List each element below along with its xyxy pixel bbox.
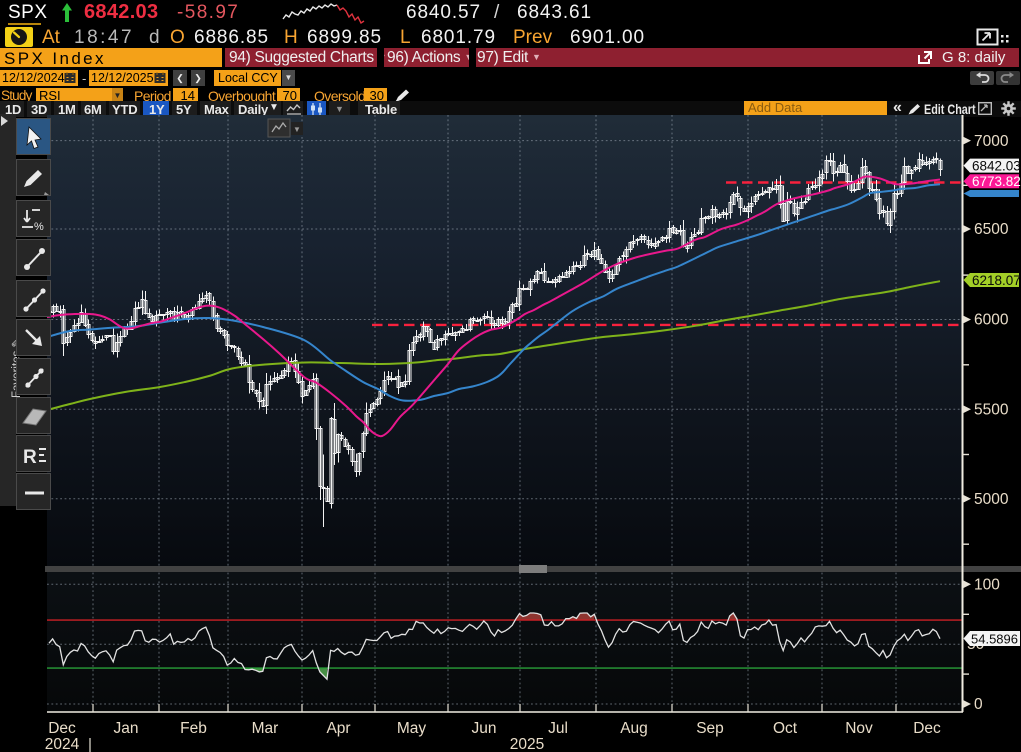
svg-text:6842.03: 6842.03	[972, 158, 1021, 173]
svg-text:7000: 7000	[974, 133, 1009, 150]
svg-text:54.5896: 54.5896	[971, 631, 1018, 646]
svg-text:5000: 5000	[974, 491, 1009, 508]
svg-text:Nov: Nov	[845, 720, 873, 737]
svg-text:100: 100	[974, 577, 1000, 594]
svg-text:2024: 2024	[45, 736, 80, 752]
svg-text:0: 0	[974, 696, 983, 713]
svg-text:Apr: Apr	[326, 720, 350, 737]
svg-text:2025: 2025	[510, 736, 544, 752]
svg-text:Jun: Jun	[472, 720, 497, 737]
svg-text:Oct: Oct	[773, 720, 798, 737]
svg-text:R: R	[23, 447, 37, 468]
svg-text:May: May	[397, 720, 427, 737]
svg-text:Feb: Feb	[180, 720, 207, 737]
svg-text:%: %	[34, 221, 44, 233]
svg-text:▼: ▼	[293, 125, 301, 134]
svg-text:6218.07: 6218.07	[972, 273, 1021, 288]
svg-text:Aug: Aug	[620, 720, 648, 737]
svg-text:Jan: Jan	[114, 720, 139, 737]
svg-text:Dec: Dec	[48, 720, 76, 737]
svg-text:6000: 6000	[974, 312, 1009, 329]
svg-text:Dec: Dec	[913, 720, 941, 737]
svg-text:Sep: Sep	[696, 720, 724, 737]
svg-text:5500: 5500	[974, 401, 1009, 418]
svg-text:Jul: Jul	[548, 720, 568, 737]
svg-text:6500: 6500	[974, 221, 1009, 238]
svg-text:Mar: Mar	[252, 720, 279, 737]
svg-text:6773.82: 6773.82	[972, 174, 1021, 189]
